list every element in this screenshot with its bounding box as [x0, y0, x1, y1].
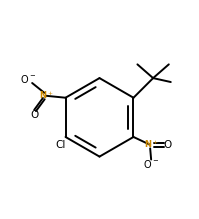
- Text: O$^-$: O$^-$: [143, 158, 159, 170]
- Text: Cl: Cl: [55, 140, 66, 150]
- Text: O: O: [30, 110, 38, 120]
- Text: N$^+$: N$^+$: [39, 89, 53, 101]
- Text: N$^+$: N$^+$: [144, 138, 158, 150]
- Text: O: O: [164, 140, 172, 150]
- Text: O$^-$: O$^-$: [20, 74, 36, 85]
